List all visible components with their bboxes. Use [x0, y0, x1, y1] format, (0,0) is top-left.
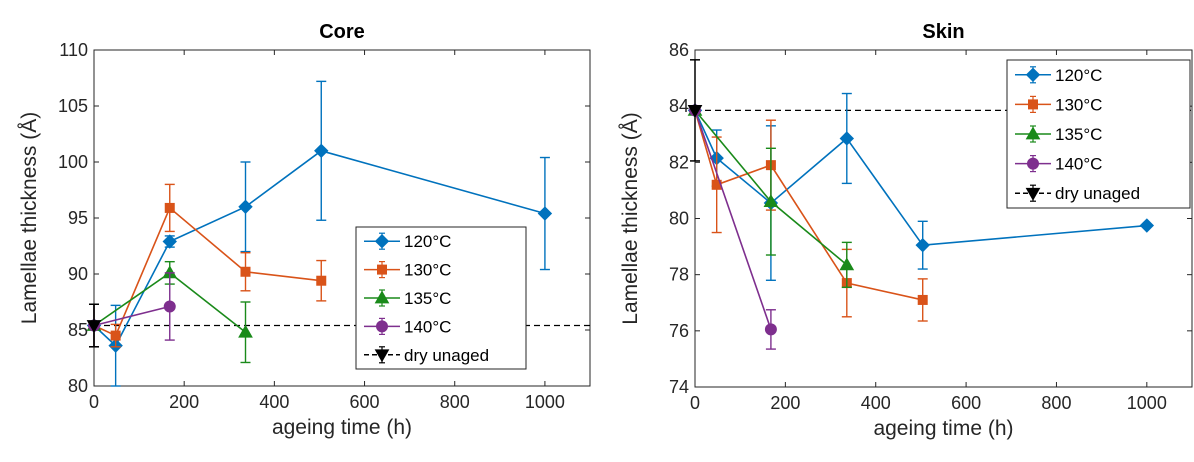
x-tick-label: 0 [690, 393, 700, 413]
y-tick-label: 100 [58, 152, 88, 172]
y-tick-label: 80 [68, 376, 88, 396]
y-tick-label: 86 [669, 40, 689, 60]
y-tick-label: 80 [669, 209, 689, 229]
chart-panel-core: 0 200 400 600 800 1000 80 85 90 95 100 105 110 Core ag… [18, 21, 591, 439]
x-tick-label: 1000 [525, 392, 565, 412]
legend-entry: dry unaged [1015, 184, 1140, 203]
legend-label: dry unaged [1055, 184, 1140, 203]
y-tick-label: 90 [68, 264, 88, 284]
legend-marker [376, 320, 388, 333]
x-tick-label: 0 [89, 392, 99, 412]
data-point [1139, 218, 1155, 233]
x-tick-label: 600 [951, 393, 981, 413]
y-tick-label: 84 [669, 96, 689, 116]
y-tick-label: 74 [669, 377, 689, 397]
legend-label: 135°C [404, 289, 451, 308]
series-3 [689, 104, 777, 350]
data-point [839, 131, 855, 146]
x-axis-label: ageing time (h) [873, 417, 1013, 440]
legend-marker [1025, 187, 1041, 201]
data-point [110, 330, 121, 341]
legend-entry: 130°C [364, 261, 451, 280]
legend: 120°C 130°C 135°C 140°C dry unaged [1006, 59, 1191, 209]
x-tick-label: 600 [350, 392, 380, 412]
chart-panel-skin: 0 200 400 600 800 1000 74 76 78 80 82 84 86 Skin agein… [619, 21, 1193, 440]
legend-marker [1025, 67, 1041, 83]
legend-label: 130°C [404, 261, 451, 280]
legend-entry: 135°C [364, 289, 451, 308]
legend-marker [1025, 126, 1041, 140]
legend-entry: 120°C [1015, 66, 1102, 85]
legend-entry: 140°C [364, 317, 451, 336]
y-tick-label: 110 [59, 40, 88, 60]
x-tick-label: 200 [169, 392, 199, 412]
data-point [314, 143, 329, 159]
data-point [917, 294, 928, 305]
data-point [316, 275, 327, 286]
x-tick-label: 400 [259, 392, 289, 412]
reference-point [687, 105, 703, 118]
y-tick-label: 76 [669, 321, 689, 341]
y-tick-label: 85 [68, 320, 88, 340]
data-point [164, 202, 175, 213]
x-tick-label: 800 [440, 392, 470, 412]
legend-entry: 140°C [1015, 155, 1102, 174]
x-tick-label: 400 [861, 393, 891, 413]
legend-label: 140°C [1055, 155, 1102, 174]
chart-title: Skin [922, 21, 964, 43]
legend-entry: 135°C [1015, 125, 1102, 144]
legend-marker [374, 290, 390, 304]
data-point [764, 323, 777, 336]
legend-label: 120°C [1055, 66, 1102, 85]
x-tick-label: 1000 [1127, 393, 1167, 413]
series-line [694, 110, 772, 330]
data-point [763, 194, 779, 208]
y-tick-label: 105 [58, 96, 88, 116]
legend-marker [374, 349, 390, 363]
y-tick-label: 82 [669, 152, 689, 172]
legend-label: 120°C [404, 232, 451, 251]
data-point [163, 300, 176, 313]
data-point [915, 237, 930, 253]
data-point [537, 206, 553, 221]
reference-point [86, 320, 102, 334]
series-line [93, 305, 170, 327]
x-tick-label: 800 [1041, 393, 1071, 413]
legend-label: dry unaged [404, 346, 489, 365]
x-axis-label: ageing time (h) [272, 416, 412, 439]
legend-marker [1028, 99, 1038, 110]
chart-title: Core [319, 21, 365, 43]
data-point [238, 199, 253, 215]
data-point [240, 266, 251, 277]
x-tick-label: 200 [770, 393, 800, 413]
legend-marker [1027, 157, 1039, 170]
legend-label: 135°C [1055, 125, 1102, 144]
y-axis-label: Lamellae thickness (Å) [619, 112, 642, 324]
y-tick-label: 95 [68, 208, 88, 228]
legend-label: 140°C [404, 317, 451, 336]
legend-entry: 120°C [364, 232, 451, 251]
legend-label: 130°C [1055, 95, 1102, 114]
legend-entry: 130°C [1015, 95, 1102, 114]
data-point [238, 324, 253, 338]
y-axis-label: Lamellae thickness (Å) [18, 112, 41, 324]
y-tick-label: 78 [669, 265, 689, 285]
data-point [162, 234, 177, 249]
data-point [839, 257, 855, 271]
legend: 120°C 130°C 135°C 140°C dry unaged [355, 226, 527, 370]
legend-entry: dry unaged [364, 346, 489, 365]
legend-marker [377, 264, 387, 275]
series-line [694, 110, 1147, 247]
legend-marker [374, 233, 390, 249]
